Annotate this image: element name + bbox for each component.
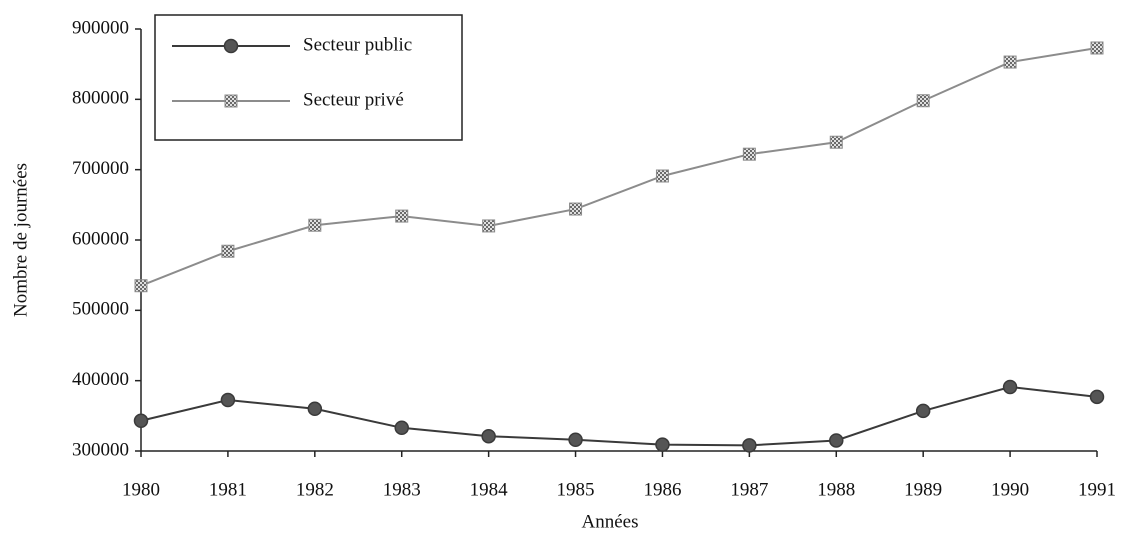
y-tick-label: 900000 [72, 17, 129, 38]
data-point [133, 413, 149, 429]
data-point [829, 135, 843, 149]
series-line [140, 385, 1098, 447]
data-point [482, 219, 496, 233]
data-point [307, 401, 323, 417]
x-tick-label: 1982 [296, 479, 334, 500]
y-tick-label: 300000 [72, 439, 129, 460]
data-point [915, 403, 931, 419]
data-point [1003, 55, 1017, 69]
data-point [655, 169, 669, 183]
data-point [1089, 389, 1105, 405]
data-point [220, 392, 236, 408]
data-point [1090, 41, 1104, 55]
x-axis-label: Années [582, 511, 639, 532]
x-tick-label: 1988 [817, 479, 855, 500]
data-point [569, 202, 583, 216]
legend-marker [224, 94, 238, 108]
y-tick-label: 600000 [72, 228, 129, 249]
legend-marker [223, 38, 239, 54]
data-point [742, 438, 757, 453]
x-tick-label: 1990 [991, 479, 1029, 500]
x-tick-label: 1984 [470, 479, 509, 500]
data-point [742, 147, 756, 161]
data-point [134, 279, 148, 293]
data-point [221, 244, 235, 258]
data-point [829, 433, 844, 448]
series-line [140, 47, 1098, 287]
data-point [655, 437, 670, 452]
y-tick-label: 800000 [72, 88, 129, 109]
data-point [481, 428, 496, 444]
y-axis-label: Nombre de journées [10, 163, 31, 317]
x-tick-label: 1986 [643, 479, 681, 500]
data-point [395, 209, 409, 223]
data-point [1002, 379, 1018, 395]
data-point [568, 432, 583, 447]
y-tick-label: 700000 [72, 158, 129, 179]
x-tick-label: 1985 [557, 479, 595, 500]
data-point [308, 218, 322, 232]
x-tick-label: 1981 [209, 479, 247, 500]
y-tick-label: 500000 [72, 299, 129, 320]
legend-label: Secteur privé [303, 89, 404, 110]
x-tick-label: 1987 [730, 479, 768, 500]
x-tick-label: 1991 [1078, 479, 1116, 500]
y-tick-label: 400000 [72, 369, 129, 390]
x-tick-label: 1983 [383, 479, 421, 500]
data-point [394, 420, 409, 436]
legend-box [154, 14, 463, 141]
x-tick-label: 1989 [904, 479, 942, 500]
data-point [916, 94, 930, 108]
legend-label: Secteur public [303, 34, 412, 55]
x-tick-label: 1980 [122, 479, 160, 500]
